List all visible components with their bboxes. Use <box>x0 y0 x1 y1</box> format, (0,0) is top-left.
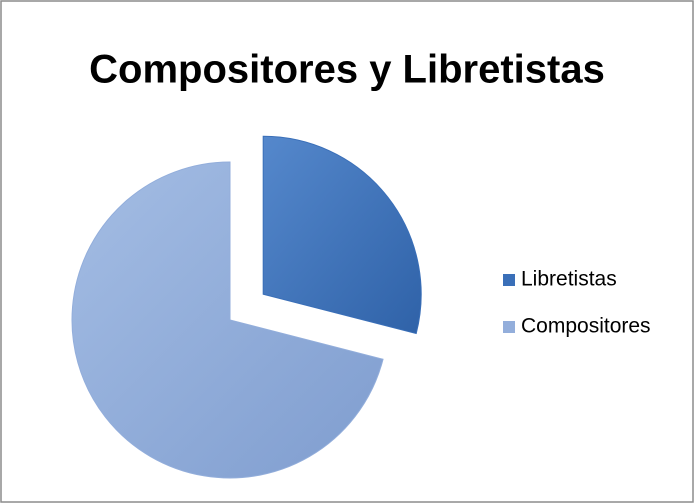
legend-label: Libretistas <box>521 268 617 291</box>
legend-swatch <box>503 321 515 333</box>
pie-slice <box>71 161 384 479</box>
chart-title: Compositores y Libretistas <box>89 48 605 92</box>
pie-slice <box>262 135 422 335</box>
legend-label: Compositores <box>521 315 651 338</box>
legend-swatch <box>503 274 515 286</box>
